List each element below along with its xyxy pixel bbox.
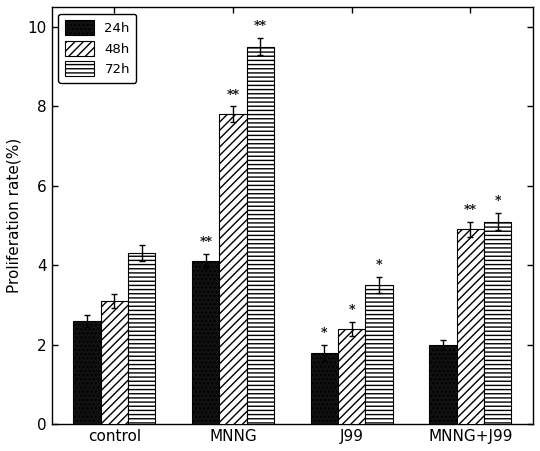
Text: *: * [494,195,501,208]
Bar [429,345,457,424]
Bar [219,114,247,424]
Bar [338,329,365,424]
Y-axis label: Proliferation rate(%): Proliferation rate(%) [7,138,22,293]
Bar [247,47,274,424]
Bar [310,353,338,424]
Text: **: ** [226,88,240,101]
Bar [192,261,219,424]
Bar [457,230,484,424]
Bar [484,221,511,424]
Bar [128,253,156,424]
Text: *: * [321,327,328,340]
Legend: 24h, 48h, 72h: 24h, 48h, 72h [58,14,137,83]
Text: **: ** [464,204,477,217]
Bar [73,321,101,424]
Bar [101,301,128,424]
Text: **: ** [199,236,212,249]
Text: *: * [348,304,355,317]
Text: *: * [376,259,382,272]
Text: **: ** [254,20,267,33]
Bar [365,285,393,424]
